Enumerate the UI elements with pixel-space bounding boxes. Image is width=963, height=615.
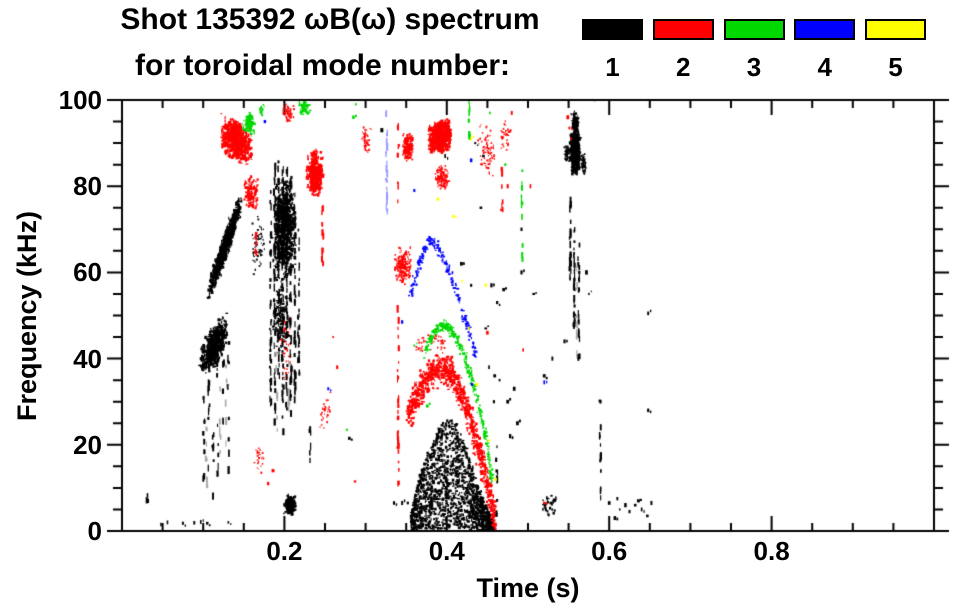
- y-tick-label-0: 0: [87, 516, 102, 546]
- x-tick-label-0.2: 0.2: [266, 536, 303, 566]
- y-tick-label-40: 40: [73, 343, 102, 374]
- y-tick-label-60: 60: [73, 257, 102, 288]
- x-tick-label-0.6: 0.6: [591, 536, 628, 566]
- y-tick-label-100: 100: [58, 85, 102, 115]
- y-axis-label: Frequency (kHz): [12, 210, 42, 422]
- y-tick-label-20: 20: [73, 429, 102, 460]
- y-tick-label-80: 80: [73, 171, 102, 202]
- x-axis-label: Time (s): [476, 573, 580, 603]
- x-tick-label-0.4: 0.4: [428, 536, 465, 566]
- x-tick-label-0.8: 0.8: [753, 536, 790, 566]
